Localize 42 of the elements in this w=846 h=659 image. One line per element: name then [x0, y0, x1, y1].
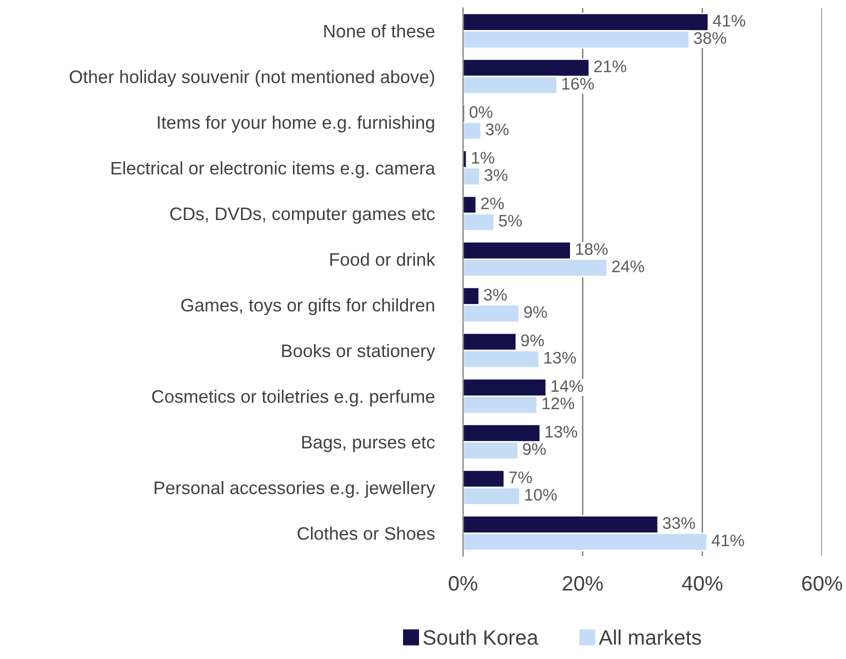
- x-tick-label: 60%: [802, 576, 842, 591]
- data-label: 9%: [524, 306, 547, 318]
- data-label: 14%: [552, 380, 584, 392]
- data-label: 18%: [576, 243, 608, 255]
- x-tick-label: 20%: [562, 576, 603, 591]
- y-tick-label: Other holiday souvenir (not mentioned above): [70, 70, 434, 87]
- y-tick-label: CDs, DVDs, computer games etc: [170, 207, 435, 224]
- data-label: 10%: [525, 488, 557, 501]
- data-label: 9%: [521, 334, 544, 346]
- data-label: 13%: [544, 352, 576, 364]
- y-tick-label: Items for your home e.g. furnishing: [158, 116, 434, 132]
- data-label: 41%: [712, 534, 744, 546]
- x-tick-label: 0%: [448, 576, 478, 591]
- data-label: 2%: [481, 197, 504, 210]
- y-tick-label: Food or drink: [330, 252, 436, 266]
- data-label: 0%: [470, 106, 492, 118]
- x-tick-label: 40%: [682, 576, 722, 591]
- y-tick-label: Bags, purses etc: [302, 436, 435, 452]
- y-tick-label: Games, toys or gifts for children: [181, 298, 434, 316]
- data-label: 24%: [612, 260, 644, 272]
- y-tick-label: Clothes or Shoes: [298, 526, 435, 540]
- data-label: 3%: [486, 124, 509, 136]
- data-label: 7%: [509, 472, 532, 484]
- legend-label: South Korea: [423, 630, 538, 645]
- data-label: 12%: [542, 398, 574, 410]
- data-label: 33%: [662, 517, 695, 529]
- data-label: 9%: [522, 443, 546, 455]
- data-label: 21%: [594, 60, 626, 72]
- data-label: 5%: [498, 214, 522, 227]
- y-tick-label: Electrical or electronic items e.g. camera: [112, 161, 436, 178]
- data-label: 16%: [562, 78, 594, 90]
- data-label: 1%: [472, 152, 494, 164]
- data-label: 38%: [694, 32, 726, 44]
- y-tick-label: None of these: [324, 24, 434, 38]
- data-label: 3%: [484, 169, 508, 181]
- data-label: 3%: [484, 288, 507, 301]
- y-tick-label: Cosmetics or toiletries e.g. perfume: [152, 390, 434, 406]
- data-label: 41%: [712, 14, 746, 27]
- y-tick-label: Books or stationery: [282, 344, 436, 361]
- legend-label: All markets: [598, 630, 702, 645]
- y-tick-label: Personal accessories e.g. jewellery: [154, 480, 436, 498]
- data-label: 13%: [546, 426, 578, 438]
